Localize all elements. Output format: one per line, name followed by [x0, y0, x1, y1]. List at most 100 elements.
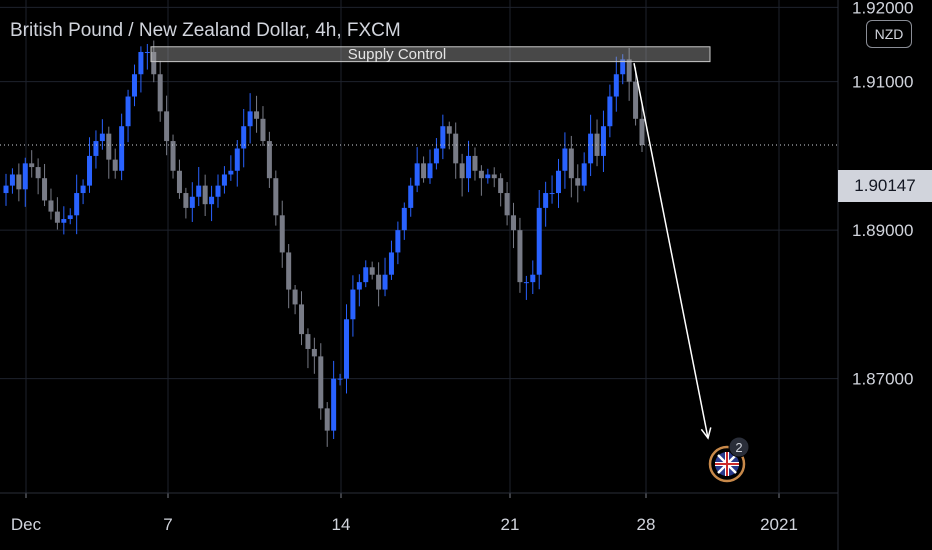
candle-body [164, 111, 170, 142]
price-axis-tick: 1.89000 [852, 221, 913, 240]
candle-body [382, 274, 388, 290]
candle-body [530, 274, 536, 283]
candle-body [299, 304, 305, 335]
candle-body [491, 174, 497, 179]
candle-body [16, 174, 22, 190]
candle-body [292, 289, 298, 305]
time-axis-tick: 14 [332, 515, 351, 534]
candle-body [35, 167, 41, 179]
candle-body [157, 74, 163, 112]
candle-body [22, 163, 28, 190]
candle-body [99, 133, 105, 142]
candle-body [433, 148, 439, 164]
time-axis-tick: 7 [163, 515, 172, 534]
candle-body [504, 193, 510, 216]
currency-badge[interactable]: NZD [866, 20, 912, 48]
candle-body [131, 74, 137, 97]
candle-body [555, 170, 561, 194]
candle-body [318, 356, 324, 409]
candle-body [125, 96, 131, 127]
candle-body [626, 59, 632, 82]
candle-body [562, 148, 568, 171]
candle-body [54, 211, 60, 223]
candle-body [80, 185, 86, 194]
candle-body [273, 178, 279, 216]
candle-body [266, 141, 272, 179]
candle-body [183, 193, 189, 208]
candle-body [414, 163, 420, 186]
candle-body [356, 282, 362, 290]
candle-body [523, 282, 529, 284]
candle-body [511, 215, 517, 231]
candle-body [61, 219, 67, 223]
time-axis-tick: 2021 [760, 515, 798, 534]
candle-body [215, 185, 221, 197]
candle-body [581, 163, 587, 186]
price-axis-tick: 1.87000 [852, 370, 913, 389]
candle-body [421, 163, 427, 179]
candle-body [453, 133, 459, 164]
idea-count-badge[interactable] [728, 436, 750, 458]
time-axis-tick: 28 [637, 515, 656, 534]
candle-body [600, 126, 606, 156]
time-axis-tick: 21 [501, 515, 520, 534]
candle-body [234, 148, 240, 171]
candle-body [209, 196, 215, 205]
candle-body [472, 155, 478, 171]
candle-body [594, 133, 600, 156]
candle-body [196, 185, 202, 197]
candle-body [633, 81, 639, 119]
candle-body [331, 378, 337, 431]
time-axis-tick: Dec [11, 515, 42, 534]
uk-flag-badge[interactable] [708, 445, 746, 483]
supply-zone-label: Supply Control [348, 46, 446, 63]
candle-body [498, 178, 504, 194]
candle-body [228, 170, 234, 175]
candle-body [311, 348, 317, 357]
candle-body [363, 267, 369, 283]
candle-body [42, 178, 48, 201]
candle-body [575, 178, 581, 186]
candle-body [241, 126, 247, 149]
candle-body [401, 207, 407, 231]
candle-body [221, 174, 227, 186]
candle-body [620, 59, 626, 75]
candle-body [588, 133, 594, 164]
candle-body [176, 170, 182, 194]
projection-arrowhead [700, 427, 712, 440]
candle-body [202, 185, 208, 205]
candle-body [170, 141, 176, 171]
candle-body [607, 96, 613, 127]
candle-body [613, 74, 619, 97]
candle-body [388, 252, 394, 275]
projection-arrow-line[interactable] [633, 62, 709, 439]
candle-body [478, 170, 484, 179]
candle-body [74, 193, 80, 216]
candle-body [427, 163, 433, 179]
candle-body [408, 185, 414, 208]
candle-body [67, 215, 73, 220]
last-price-label: 1.90147 [838, 170, 932, 202]
candle-body [93, 141, 99, 156]
candle-body [395, 230, 401, 253]
candle-body [446, 126, 452, 134]
candle-body [29, 163, 35, 168]
candle-body [568, 148, 574, 179]
candle-body [440, 126, 446, 149]
candle-body [119, 126, 125, 171]
candle-body [639, 118, 645, 146]
supply-zone-box[interactable] [150, 46, 711, 63]
candle-body [485, 174, 491, 179]
candle-body [369, 267, 375, 275]
candle-body [376, 274, 382, 290]
candle-body [247, 111, 253, 127]
candle-body [305, 334, 311, 349]
candle-body [350, 289, 356, 320]
candle-body [87, 155, 93, 186]
candle-body [254, 111, 260, 119]
candle-body [337, 378, 343, 380]
candle-body [543, 193, 549, 208]
candle-body [466, 155, 472, 179]
candle-body [144, 51, 150, 53]
